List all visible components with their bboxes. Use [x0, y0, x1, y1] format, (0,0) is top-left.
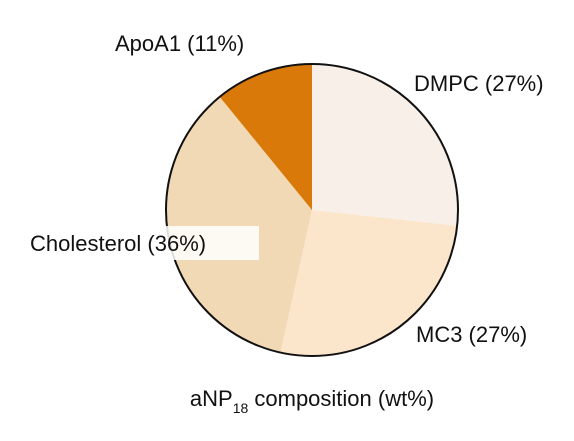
slice-label-background: [27, 226, 259, 260]
chart-title-prefix: aNP: [190, 386, 233, 411]
slice-label-mc3: MC3 (27%): [416, 322, 527, 347]
slice-label-dmpc: DMPC (27%): [414, 71, 544, 96]
chart-title-subscript: 18: [233, 400, 249, 416]
slice-label-cholesterol: Cholesterol (36%): [30, 231, 206, 256]
pie-slice-dmpc: [312, 64, 459, 226]
pie-slice-mc3: [280, 210, 458, 356]
pie-slice-apoa1: [219, 64, 312, 210]
pie-outline: [165, 63, 459, 357]
slice-label-apoa1: ApoA1 (11%): [115, 31, 244, 56]
chart-title: aNP18 composition (wt%): [190, 386, 434, 416]
pie-slice-cholesterol: [166, 96, 312, 353]
chart-title-suffix: composition (wt%): [248, 386, 434, 411]
pie-slices: [166, 64, 459, 356]
